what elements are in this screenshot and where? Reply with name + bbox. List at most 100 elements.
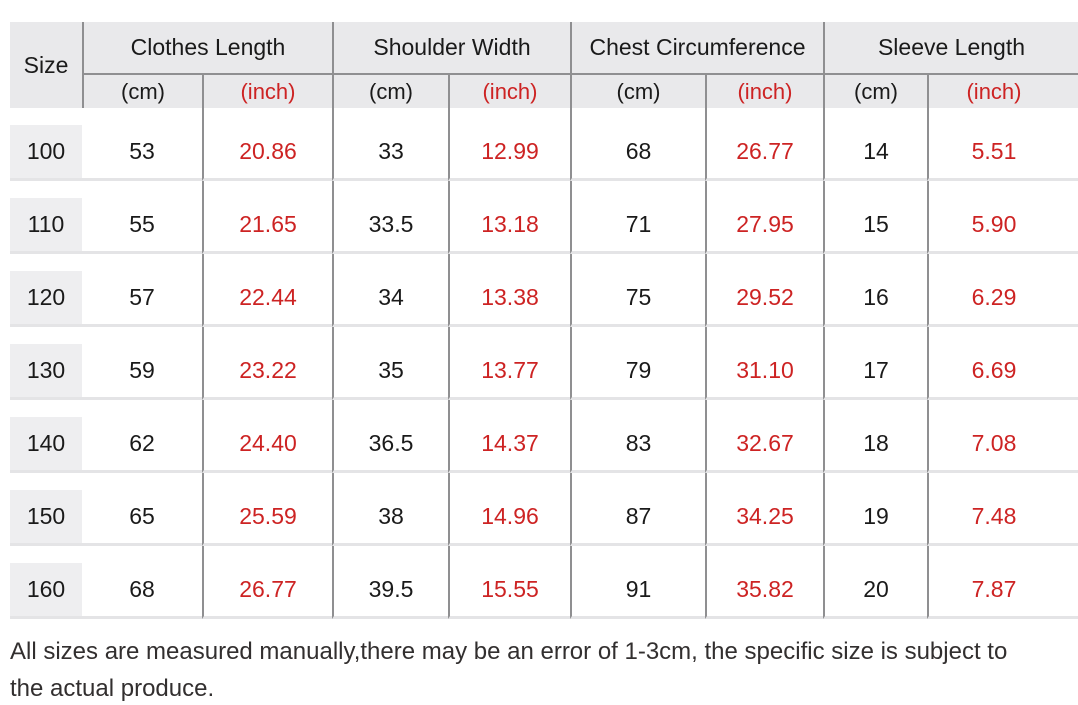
chest-inch-value: 29.52 — [736, 284, 794, 310]
unit-header-clothes-cm: (cm) — [82, 73, 202, 108]
table-cell: 68 — [82, 546, 202, 619]
sleeve-cm-value: 17 — [863, 357, 889, 383]
unit-header-shoulder-inch: (inch) — [448, 73, 570, 108]
chest-inch-value: 35.82 — [736, 576, 794, 602]
clothes-cm-value: 53 — [129, 138, 155, 164]
table-cell: 31.10 — [705, 327, 823, 400]
table-cell: 5.90 — [927, 181, 1078, 254]
group-header-shoulder-width: Shoulder Width — [332, 22, 570, 73]
shoulder-inch-value: 13.18 — [481, 211, 539, 237]
table-row-size-cell: 130 — [10, 327, 82, 400]
table-cell: 87 — [570, 473, 705, 546]
clothes-inch-value: 22.44 — [239, 284, 297, 310]
size-value: 140 — [10, 417, 82, 470]
chest-inch-value: 26.77 — [736, 138, 794, 164]
clothes-inch-value: 23.22 — [239, 357, 297, 383]
clothes-inch-value: 26.77 — [239, 576, 297, 602]
shoulder-cm-value: 38 — [378, 503, 404, 529]
table-cell: 27.95 — [705, 181, 823, 254]
sleeve-inch-value: 6.29 — [971, 284, 1017, 310]
shoulder-inch-value: 12.99 — [481, 138, 539, 164]
clothes-cm-value: 55 — [129, 211, 155, 237]
clothes-cm-value: 57 — [129, 284, 155, 310]
table-cell: 6.69 — [927, 327, 1078, 400]
table-cell: 14.96 — [448, 473, 570, 546]
clothes-cm-value: 68 — [129, 576, 155, 602]
table-cell: 59 — [82, 327, 202, 400]
table-cell: 35.82 — [705, 546, 823, 619]
table-cell: 65 — [82, 473, 202, 546]
unit-header-chest-cm: (cm) — [570, 73, 705, 108]
shoulder-cm-value: 35 — [378, 357, 404, 383]
table-cell: 83 — [570, 400, 705, 473]
shoulder-inch-value: 14.37 — [481, 430, 539, 456]
table-cell: 71 — [570, 181, 705, 254]
table-row-size-cell: 120 — [10, 254, 82, 327]
unit-header-chest-inch: (inch) — [705, 73, 823, 108]
table-cell: 75 — [570, 254, 705, 327]
sleeve-inch-value: 7.08 — [971, 430, 1017, 456]
table-cell: 23.22 — [202, 327, 332, 400]
table-cell: 13.38 — [448, 254, 570, 327]
group-header-sleeve-length: Sleeve Length — [823, 22, 1078, 73]
clothes-cm-value: 62 — [129, 430, 155, 456]
unit-header-sleeve-inch: (inch) — [927, 73, 1078, 108]
shoulder-inch-value: 13.38 — [481, 284, 539, 310]
unit-header-sleeve-cm: (cm) — [823, 73, 927, 108]
sleeve-cm-value: 15 — [863, 211, 889, 237]
chest-cm-value: 79 — [625, 357, 652, 383]
chest-cm-value: 83 — [625, 430, 652, 456]
shoulder-cm-value: 36.5 — [368, 430, 414, 456]
table-cell: 26.77 — [705, 108, 823, 181]
measurement-disclaimer: All sizes are measured manually,there ma… — [10, 633, 1078, 705]
table-cell: 33.5 — [332, 181, 448, 254]
table-cell: 21.65 — [202, 181, 332, 254]
table-cell: 18 — [823, 400, 927, 473]
sleeve-inch-value: 6.69 — [971, 357, 1017, 383]
table-cell: 36.5 — [332, 400, 448, 473]
table-cell: 6.29 — [927, 254, 1078, 327]
size-value: 110 — [10, 198, 82, 251]
sleeve-cm-value: 18 — [863, 430, 889, 456]
table-cell: 38 — [332, 473, 448, 546]
table-row-size-cell: 140 — [10, 400, 82, 473]
table-cell: 26.77 — [202, 546, 332, 619]
sleeve-cm-value: 19 — [863, 503, 889, 529]
disclaimer-line-1: All sizes are measured manually,there ma… — [10, 638, 1008, 665]
clothes-inch-value: 21.65 — [239, 211, 297, 237]
size-value: 100 — [10, 125, 82, 178]
unit-header-clothes-inch: (inch) — [202, 73, 332, 108]
table-row-size-cell: 160 — [10, 546, 82, 619]
table-cell: 7.48 — [927, 473, 1078, 546]
sleeve-inch-value: 7.87 — [971, 576, 1017, 602]
disclaimer-line-2: the actual produce. — [10, 675, 215, 702]
table-cell: 34.25 — [705, 473, 823, 546]
table-cell: 33 — [332, 108, 448, 181]
table-cell: 55 — [82, 181, 202, 254]
shoulder-inch-value: 14.96 — [481, 503, 539, 529]
sleeve-cm-value: 20 — [863, 576, 889, 602]
chest-inch-value: 34.25 — [736, 503, 794, 529]
shoulder-cm-value: 39.5 — [368, 576, 414, 602]
table-cell: 13.77 — [448, 327, 570, 400]
chest-inch-value: 31.10 — [736, 357, 794, 383]
table-cell: 20 — [823, 546, 927, 619]
table-cell: 15 — [823, 181, 927, 254]
table-cell: 79 — [570, 327, 705, 400]
table-cell: 15.55 — [448, 546, 570, 619]
table-cell: 16 — [823, 254, 927, 327]
table-cell: 35 — [332, 327, 448, 400]
table-cell: 12.99 — [448, 108, 570, 181]
clothes-inch-value: 25.59 — [239, 503, 297, 529]
table-cell: 53 — [82, 108, 202, 181]
table-cell: 57 — [82, 254, 202, 327]
shoulder-cm-value: 34 — [378, 284, 404, 310]
table-cell: 7.08 — [927, 400, 1078, 473]
table-cell: 24.40 — [202, 400, 332, 473]
table-cell: 19 — [823, 473, 927, 546]
table-row-size-cell: 110 — [10, 181, 82, 254]
table-cell: 34 — [332, 254, 448, 327]
chest-inch-value: 27.95 — [736, 211, 794, 237]
chest-cm-value: 71 — [625, 211, 652, 237]
table-row-size-cell: 150 — [10, 473, 82, 546]
